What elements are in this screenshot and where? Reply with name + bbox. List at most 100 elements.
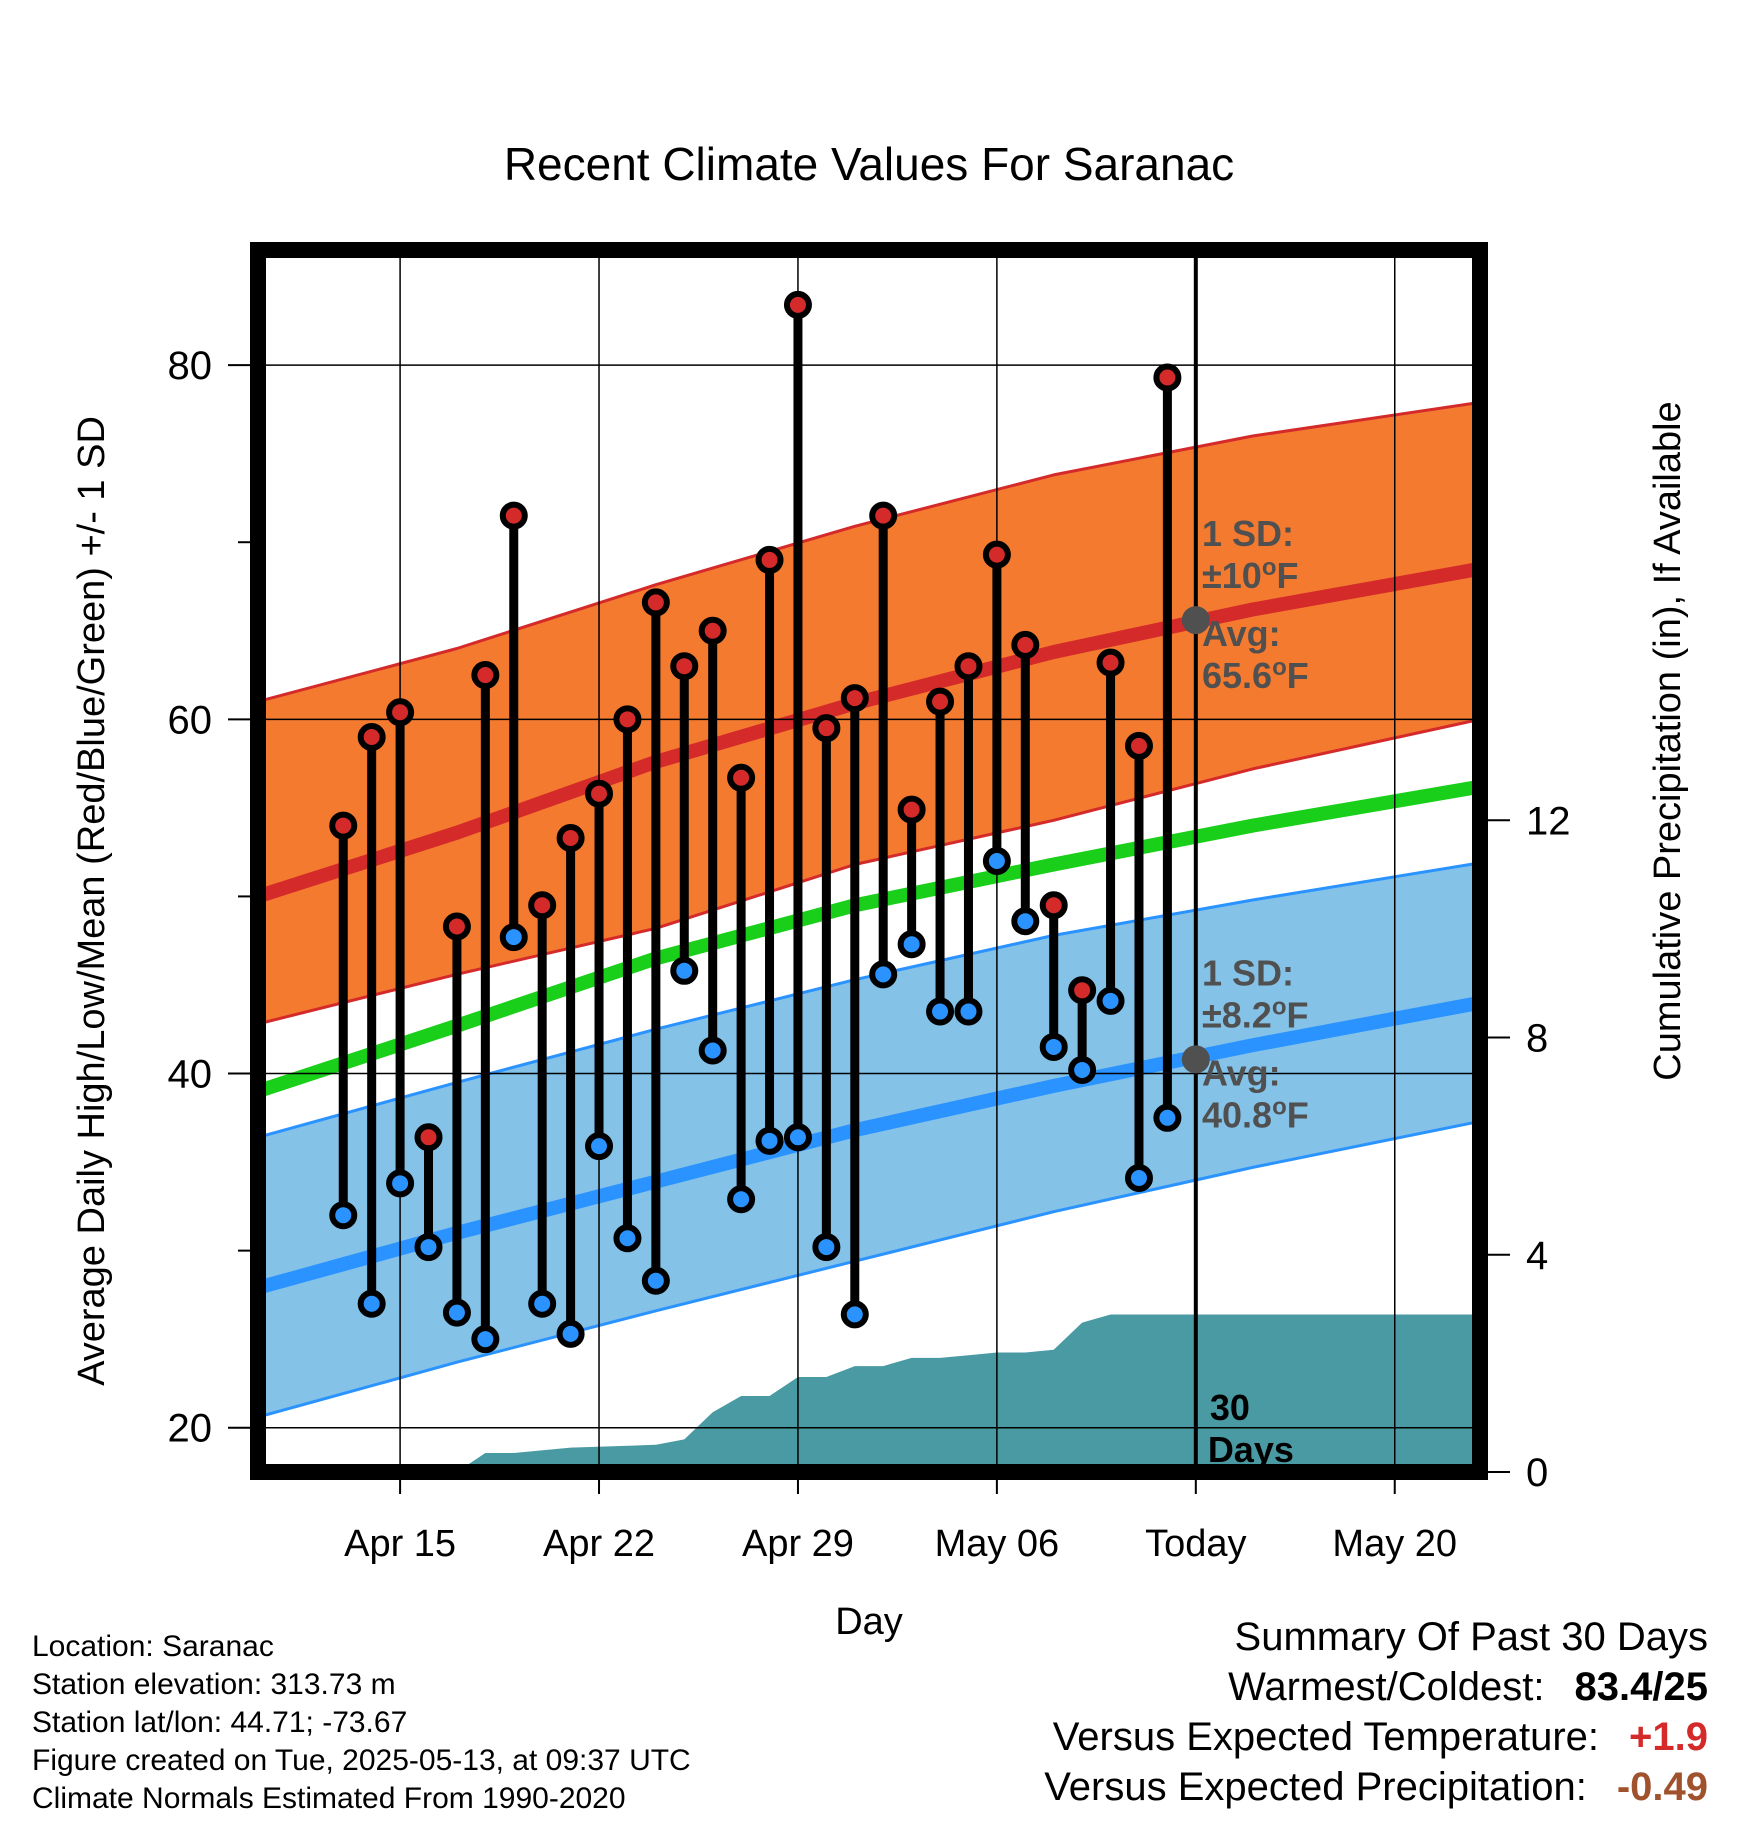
daily-low-point [869, 960, 898, 989]
low-avg-label: Avg: [1202, 1052, 1281, 1093]
high-sd-value-annotation: ±10oF [1202, 554, 1298, 597]
daily-high-point [442, 912, 471, 941]
x-tick-label: Today [1145, 1523, 1246, 1565]
axes: Apr 15 Apr 22 Apr 29 May 06 Today May 2020406… [71, 138, 1689, 1643]
x-axis-label: Day [835, 1601, 903, 1643]
summary-title-row: Summary Of Past 30 Days [808, 1615, 1708, 1665]
chart-title: Recent Climate Values For Saranac [504, 138, 1234, 190]
summary-title: Summary Of Past 30 Days [1234, 1615, 1708, 1659]
daily-high-point [641, 588, 670, 617]
daily-low-point [386, 1169, 415, 1198]
daily-low-point [414, 1233, 443, 1262]
daily-low-point [926, 997, 955, 1026]
low-avg-degree: o [1272, 1093, 1287, 1120]
daily-high-point [613, 705, 642, 734]
y-tick-label: 20 [168, 1407, 213, 1451]
daily-low-point [528, 1289, 557, 1318]
station-info: Location: Saranac Station elevation: 313… [32, 1628, 691, 1818]
precip-label: Versus Expected Precipitation: [1044, 1765, 1587, 1809]
low-sd-degree: o [1272, 993, 1287, 1020]
daily-low-point [641, 1266, 670, 1295]
daily-high-point [528, 891, 557, 920]
daily-high-point [926, 687, 955, 716]
low-sd-annotation: 1 SD: [1202, 952, 1294, 993]
temp-value: +1.9 [1629, 1715, 1708, 1759]
daily-low-point [954, 997, 983, 1026]
daily-high-point [897, 795, 926, 824]
daily-low-point [1124, 1164, 1153, 1193]
summary-temp-row: Versus Expected Temperature: +1.9 [808, 1715, 1708, 1765]
low-avg-value-annotation: 40.8oF [1202, 1093, 1309, 1136]
daily-low-point [812, 1233, 841, 1262]
low-avg-unit: F [1287, 1094, 1309, 1135]
y2-tick-label: 12 [1526, 799, 1571, 843]
low-sd-band [258, 862, 1480, 1418]
daily-low-point [329, 1201, 358, 1230]
low-sd-label: 1 SD: [1202, 952, 1294, 993]
daily-low-point [556, 1319, 585, 1348]
daily-high-point [414, 1123, 443, 1152]
daily-low-point [585, 1132, 614, 1161]
daily-low-point [1153, 1103, 1182, 1132]
daily-high-point [812, 714, 841, 743]
high-avg-label: Avg: [1202, 613, 1281, 654]
low-avg-value: 40.8 [1202, 1094, 1272, 1135]
precip-value: -0.49 [1616, 1765, 1708, 1809]
y-tick-label: 40 [168, 1053, 213, 1097]
y2-axis-label: Cumulative Precipitation (in), If Availa… [1647, 401, 1689, 1080]
daily-low-point [670, 956, 699, 985]
y2-tick-label: 0 [1526, 1451, 1548, 1495]
daily-low-point [1096, 986, 1125, 1015]
location-text: Location: Saranac [32, 1630, 274, 1663]
latlon-text: Station lat/lon: 44.71; -73.67 [32, 1706, 408, 1739]
high-sd-value: ±10 [1202, 555, 1262, 596]
high-sd-degree: o [1262, 554, 1277, 581]
daily-high-point [499, 501, 528, 530]
y2-tick-label: 8 [1526, 1017, 1548, 1061]
x-tick-label: May 06 [935, 1523, 1060, 1565]
precipitation-area [258, 1314, 1480, 1472]
y-tick-label: 80 [168, 344, 213, 388]
high-sd-unit: F [1276, 555, 1298, 596]
elevation-text: Station elevation: 313.73 m [32, 1668, 396, 1701]
daily-high-point [1039, 891, 1068, 920]
warmest-value: 83.4/25 [1574, 1665, 1708, 1709]
low-avg-annotation: Avg: [1202, 1052, 1281, 1093]
daily-low-point [897, 930, 926, 959]
daily-low-point [1011, 907, 1040, 936]
daily-low-point [698, 1036, 727, 1065]
high-sd-band [258, 402, 1480, 1024]
daily-high-point [556, 823, 585, 852]
daily-high-point [755, 545, 784, 574]
daily-low-point [840, 1300, 869, 1329]
summary-precip-row: Versus Expected Precipitation: -0.49 [808, 1765, 1708, 1815]
high-upper-edge [258, 400, 1480, 704]
high-avg-degree: o [1272, 654, 1287, 681]
daily-high-point [1153, 363, 1182, 392]
daily-high-point [1068, 976, 1097, 1005]
window-unit-annotation: Days [1208, 1429, 1294, 1470]
normals-text: Climate Normals Estimated From 1990-2020 [32, 1782, 626, 1815]
y2-tick-label: 4 [1526, 1234, 1548, 1278]
daily-high-point [869, 501, 898, 530]
window-number: 30 [1210, 1387, 1250, 1428]
daily-low-point [727, 1185, 756, 1214]
daily-high-point [698, 616, 727, 645]
daily-low-point [1068, 1055, 1097, 1084]
daily-high-point [471, 661, 500, 690]
daily-low-point [1039, 1032, 1068, 1061]
high-avg-value-annotation: 65.6oF [1202, 654, 1309, 697]
daily-high-point [982, 540, 1011, 569]
daily-low-point [499, 923, 528, 952]
low-sd-value-annotation: ±8.2oF [1202, 993, 1308, 1036]
today-low-avg-marker [1181, 1045, 1210, 1074]
low-sd-value: ±8.2 [1202, 994, 1272, 1035]
plot-frame [250, 242, 1488, 1480]
summary-warmest-row: Warmest/Coldest: 83.4/25 [808, 1665, 1708, 1715]
daily-low-point [982, 847, 1011, 875]
daily-high-point [840, 684, 869, 713]
x-tick-label: May 20 [1332, 1523, 1457, 1565]
daily-low-point [442, 1298, 471, 1327]
x-tick-label: Apr 29 [742, 1523, 854, 1565]
